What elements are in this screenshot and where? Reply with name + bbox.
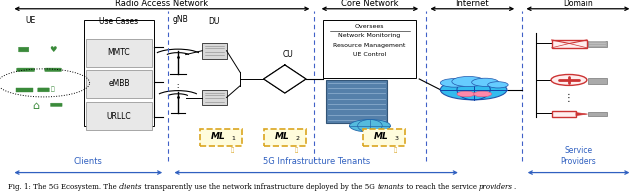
Text: UE: UE [26,16,36,25]
Circle shape [349,120,390,132]
FancyBboxPatch shape [16,88,33,92]
Circle shape [452,76,485,87]
Text: Internet: Internet [456,0,489,8]
FancyBboxPatch shape [86,70,152,98]
Text: 🔔: 🔔 [294,148,298,153]
FancyBboxPatch shape [200,129,242,146]
FancyBboxPatch shape [202,90,227,105]
Circle shape [551,74,587,85]
Text: transparently use the network infrastructure deployed by the 5G: transparently use the network infrastruc… [142,183,377,191]
Text: providers: providers [479,183,513,191]
FancyBboxPatch shape [86,38,152,67]
FancyBboxPatch shape [552,111,576,117]
Text: 5G Infrastructure Tenants: 5G Infrastructure Tenants [262,157,370,166]
FancyBboxPatch shape [364,129,405,146]
FancyBboxPatch shape [202,43,227,58]
Circle shape [440,80,507,100]
Text: 🔔: 🔔 [394,148,397,153]
Circle shape [440,79,468,87]
Text: 📷: 📷 [51,87,54,92]
FancyBboxPatch shape [264,129,306,146]
Circle shape [488,82,508,88]
FancyBboxPatch shape [323,20,416,78]
FancyBboxPatch shape [552,40,587,48]
Text: Network Monitoring: Network Monitoring [339,33,401,38]
Text: ML: ML [374,132,389,141]
FancyBboxPatch shape [51,103,62,106]
Text: 🔔: 🔔 [230,148,234,153]
Text: 3: 3 [395,136,399,141]
Polygon shape [576,113,588,115]
FancyBboxPatch shape [45,68,61,72]
FancyBboxPatch shape [326,80,387,123]
FancyBboxPatch shape [86,102,152,130]
Text: gNB: gNB [173,15,188,24]
Text: ⌂: ⌂ [32,101,40,111]
Text: CU: CU [283,50,293,59]
Text: Use Cases: Use Cases [99,17,139,26]
FancyBboxPatch shape [84,20,154,126]
Text: 2: 2 [296,136,300,141]
FancyBboxPatch shape [19,47,29,52]
Circle shape [472,78,499,86]
Text: Resource Management: Resource Management [333,43,406,48]
Text: to reach the service: to reach the service [404,183,479,191]
Text: Radio Access Network: Radio Access Network [115,0,209,8]
Text: Core Network: Core Network [341,0,399,8]
Text: Clients: Clients [74,157,103,166]
FancyBboxPatch shape [588,41,607,47]
FancyBboxPatch shape [588,78,607,84]
Text: Oversees: Oversees [355,24,385,29]
Text: tenants: tenants [377,183,404,191]
Text: .: . [513,183,515,191]
Text: MMTC: MMTC [108,48,131,57]
Text: UE Control: UE Control [353,52,386,58]
Text: URLLC: URLLC [107,112,131,121]
Text: ⋮: ⋮ [564,92,574,103]
Text: DU: DU [209,17,220,26]
Text: ML: ML [211,132,226,141]
Text: Service
Providers: Service Providers [561,146,596,166]
Text: eMBB: eMBB [108,79,130,88]
Text: Fig. 1: The 5G Ecosystem. The: Fig. 1: The 5G Ecosystem. The [8,183,118,191]
Text: ML: ML [275,132,290,141]
FancyBboxPatch shape [588,112,607,116]
FancyBboxPatch shape [17,68,35,72]
Text: ♥: ♥ [49,45,57,54]
Text: ⋮: ⋮ [173,83,182,92]
Text: clients: clients [118,183,142,191]
Polygon shape [264,65,306,93]
Text: Service
Domain: Service Domain [563,0,593,8]
Text: 1: 1 [232,136,236,141]
Circle shape [457,91,475,97]
Circle shape [474,91,492,97]
FancyBboxPatch shape [38,88,49,92]
